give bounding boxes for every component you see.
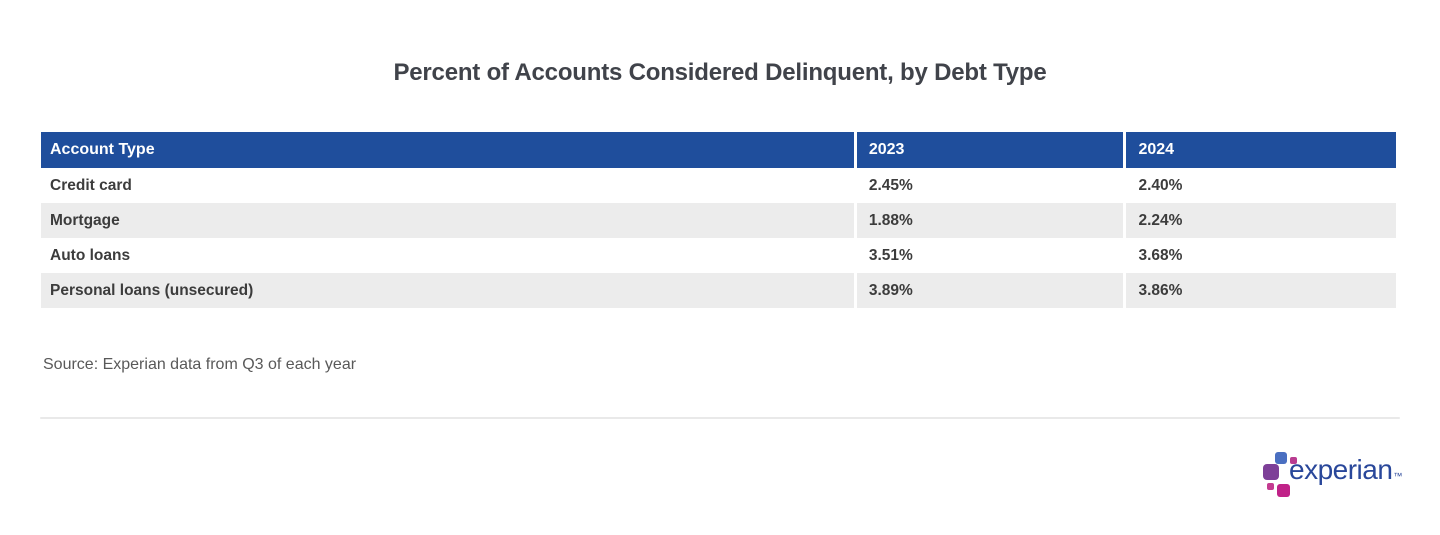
row-value-2024: 3.68% [1123, 238, 1396, 273]
table-body: Credit card 2.45% 2.40% Mortgage 1.88% 2… [41, 168, 1396, 308]
logo-wordmark: experian™ [1289, 454, 1402, 486]
delinquency-table: Account Type 2023 2024 Credit card 2.45%… [41, 132, 1396, 308]
logo-square-purple-icon [1263, 464, 1279, 480]
row-label: Credit card [50, 176, 132, 194]
logo-square-blue-icon [1275, 452, 1287, 464]
row-value-2023: 3.89% [853, 273, 1125, 308]
logo-square-magenta-small-icon [1290, 457, 1297, 464]
table-row-credit-card: Credit card 2.45% 2.40% [41, 168, 1396, 203]
row-value-2024: 2.24% [1123, 203, 1396, 238]
table-row-auto-loans: Auto loans 3.51% 3.68% [41, 238, 1396, 273]
table-header: Account Type 2023 2024 [41, 132, 1396, 168]
table-row-personal-loans: Personal loans (unsecured) 3.89% 3.86% [41, 273, 1396, 308]
row-value-2023: 3.51% [853, 238, 1125, 273]
column-header-2023: 2023 [853, 132, 1125, 168]
divider-line [40, 417, 1400, 419]
page-title: Percent of Accounts Considered Delinquen… [393, 59, 1047, 86]
row-value-2023: 2.45% [853, 168, 1125, 203]
row-label: Personal loans (unsecured) [50, 281, 254, 299]
table-header-row: Account Type 2023 2024 [41, 132, 1396, 168]
table-row-mortgage: Mortgage 1.88% 2.24% [41, 203, 1396, 238]
column-header-account-type: Account Type [41, 132, 856, 168]
logo-square-magenta-large-icon [1277, 484, 1290, 497]
row-value-2024: 2.40% [1123, 168, 1396, 203]
logo-square-pink-small-icon [1267, 483, 1274, 490]
experian-logo: experian™ [1262, 448, 1407, 506]
source-note: Source: Experian data from Q3 of each ye… [43, 356, 357, 373]
row-value-2023: 1.88% [853, 203, 1125, 238]
logo-wordmark-text: experian [1289, 454, 1393, 485]
row-value-2024: 3.86% [1123, 273, 1396, 308]
row-label: Mortgage [50, 211, 120, 229]
column-header-2024: 2024 [1123, 132, 1396, 168]
row-label: Auto loans [50, 246, 131, 264]
trademark-symbol: ™ [1393, 471, 1403, 481]
